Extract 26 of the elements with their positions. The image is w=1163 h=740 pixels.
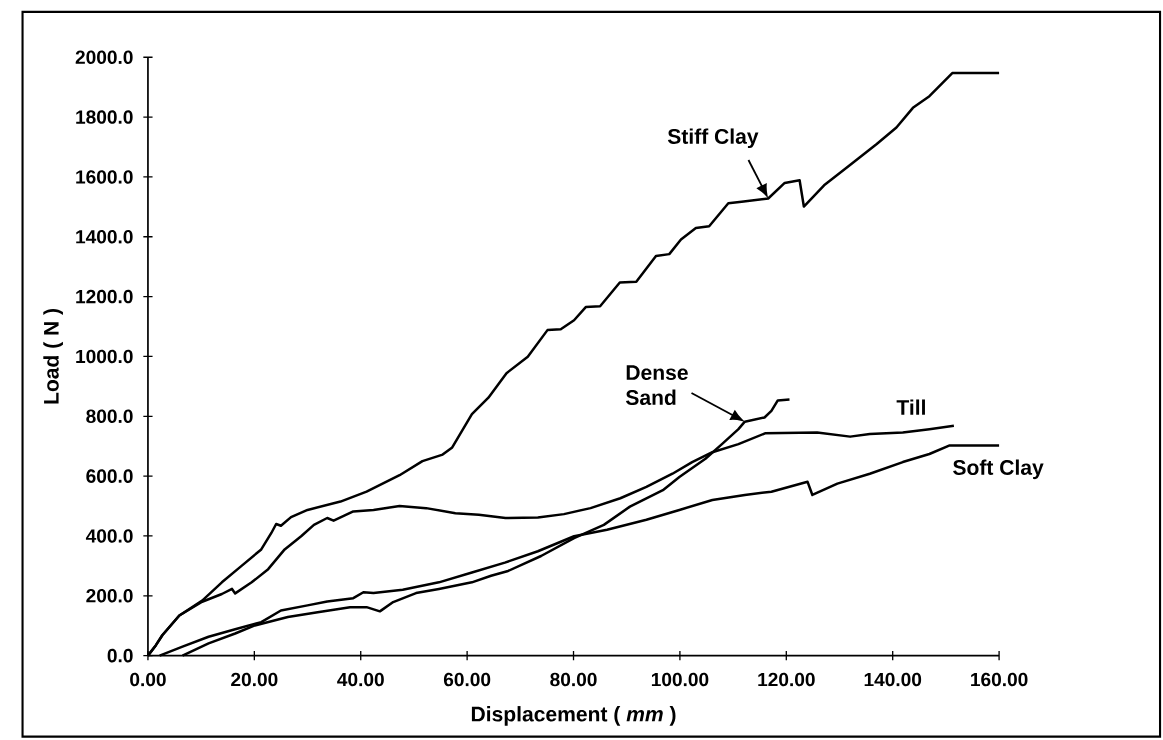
x-tick-label: 140.00 xyxy=(864,673,922,687)
y-tick-label: 2000.0 xyxy=(75,50,133,65)
y-tick-label: 1000.0 xyxy=(76,349,133,364)
y-tick-label: 800.0 xyxy=(86,409,133,424)
x-tick-label: 20.00 xyxy=(231,673,278,687)
y-tick-label: 1800.0 xyxy=(76,110,133,125)
x-tick-label: 60.00 xyxy=(443,673,491,687)
x-tick-label: 40.00 xyxy=(337,673,384,687)
x-tick-label: 80.00 xyxy=(550,673,597,687)
y-axis-title: Load ( N ) xyxy=(43,309,63,404)
y-tick-label: 0.0 xyxy=(107,649,133,663)
y-tick-label: 1400.0 xyxy=(76,230,133,244)
x-tick-label: 160.00 xyxy=(971,673,1028,687)
x-tick-label: 120.00 xyxy=(758,673,815,687)
text: Stiff Clay xyxy=(667,128,759,149)
series-label: Till xyxy=(896,399,925,415)
y-tick-label: 1200.0 xyxy=(76,290,133,304)
series-label: Soft Clay xyxy=(953,459,1044,480)
text: Dense Sand xyxy=(625,365,688,406)
y-tick-label: 200.0 xyxy=(86,589,133,603)
y-tick-label: 400.0 xyxy=(85,529,133,543)
x-tick-label: 0.00 xyxy=(130,673,166,687)
y-tick-label: 600.0 xyxy=(86,469,133,484)
x-tick-label: 100.00 xyxy=(651,673,709,687)
x-axis-title: Displacement ( mm ) xyxy=(471,706,676,726)
y-tick-label: 1600.0 xyxy=(76,170,133,184)
